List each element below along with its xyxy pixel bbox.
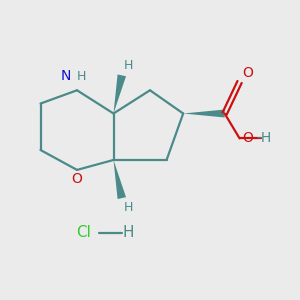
- Text: N: N: [61, 69, 71, 83]
- Polygon shape: [113, 74, 126, 113]
- Text: H: H: [123, 225, 134, 240]
- Text: O: O: [242, 131, 253, 146]
- Text: H: H: [124, 201, 133, 214]
- Text: O: O: [242, 66, 253, 80]
- Text: H: H: [76, 70, 86, 83]
- Polygon shape: [113, 160, 126, 199]
- Text: H: H: [124, 59, 133, 72]
- Polygon shape: [183, 110, 225, 118]
- Text: O: O: [72, 172, 83, 186]
- Text: -H: -H: [257, 131, 272, 146]
- Text: Cl: Cl: [76, 225, 91, 240]
